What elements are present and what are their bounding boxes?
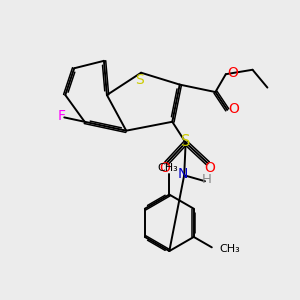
Text: O: O (228, 102, 239, 116)
Text: CH₃: CH₃ (158, 163, 178, 173)
Text: H: H (202, 173, 212, 186)
Text: F: F (57, 109, 65, 123)
Text: O: O (159, 161, 170, 175)
Text: S: S (181, 134, 190, 148)
Text: O: O (204, 161, 215, 175)
Text: CH₃: CH₃ (219, 244, 240, 254)
Text: S: S (135, 73, 144, 87)
Text: N: N (178, 167, 188, 181)
Text: O: O (227, 66, 238, 80)
